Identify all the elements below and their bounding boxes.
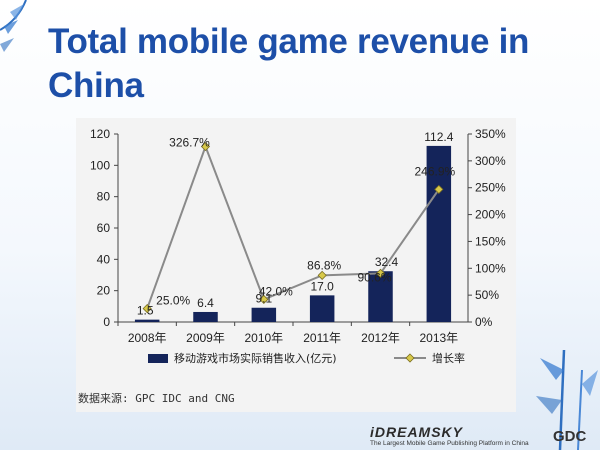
y2-tick-label: 0% xyxy=(475,315,493,329)
revenue-bar xyxy=(251,307,277,322)
bar-value-label: 9.1 xyxy=(255,292,272,306)
bamboo-decoration-top-left xyxy=(0,0,27,52)
y2-tick-label: 300% xyxy=(475,154,506,168)
x-tick-label: 2008年 xyxy=(128,331,167,345)
x-tick-label: 2012年 xyxy=(361,331,400,345)
growth-rate-marker xyxy=(142,304,152,314)
legend-bar-label: 移动游戏市场实际销售收入(亿元) xyxy=(174,351,337,365)
y2-tick-label: 200% xyxy=(475,208,506,222)
revenue-bar xyxy=(426,145,452,322)
brand-tagline: The Largest Mobile Game Publishing Platf… xyxy=(370,440,529,447)
brand-logo: iDREAMSKY xyxy=(370,424,464,440)
growth-value-label: 42.0% xyxy=(259,284,293,298)
growth-value-label: 90.6% xyxy=(357,270,391,284)
growth-rate-line xyxy=(146,143,440,309)
revenue-bar xyxy=(309,295,335,322)
y-tick-label: 0 xyxy=(103,315,110,329)
y2-tick-label: 250% xyxy=(475,181,506,195)
y-tick-label: 120 xyxy=(90,127,110,141)
revenue-bar xyxy=(368,271,393,322)
legend-bar-swatch xyxy=(148,354,168,363)
y-tick-label: 100 xyxy=(90,158,110,172)
y2-tick-label: 100% xyxy=(475,261,506,275)
x-tick-label: 2013年 xyxy=(419,331,458,345)
gdc-logo: GDC xyxy=(553,428,587,445)
growth-value-label: 86.8% xyxy=(307,258,341,272)
y-tick-label: 40 xyxy=(97,252,111,266)
source-note: 数据来源: GPC IDC and CNG xyxy=(78,392,235,405)
y2-tick-label: 150% xyxy=(475,234,506,248)
growth-rate-marker xyxy=(259,294,269,305)
bar-value-label: 17.0 xyxy=(310,279,334,293)
revenue-growth-chart: 0 20 40 60 80 100 120 0% 50% 100% 150% 200% 250% 300%… xyxy=(90,127,506,365)
growth-rate-marker xyxy=(317,270,327,280)
revenue-bar xyxy=(134,319,160,322)
bar-value-label: 32.4 xyxy=(375,255,399,269)
growth-rate-marker xyxy=(434,184,444,194)
slide-title: Total mobile game revenue in China xyxy=(48,22,530,105)
y-tick-label: 60 xyxy=(97,221,111,235)
x-tick-label: 2010年 xyxy=(244,331,283,345)
y2-tick-label: 350% xyxy=(475,127,506,141)
growth-rate-marker xyxy=(375,268,386,278)
y-tick-label: 80 xyxy=(97,190,111,204)
bamboo-decoration-bottom-right xyxy=(536,349,598,450)
legend-line-marker xyxy=(405,353,415,363)
legend-line-label: 增长率 xyxy=(432,351,465,365)
bar-value-label: 112.4 xyxy=(424,130,453,144)
bar-value-label: 6.4 xyxy=(197,296,214,310)
y-tick-label: 20 xyxy=(97,284,111,298)
growth-rate-marker xyxy=(200,141,211,152)
bar-value-label: 1.5 xyxy=(137,304,154,318)
x-tick-label: 2011年 xyxy=(303,331,341,345)
y2-tick-label: 50% xyxy=(475,288,499,302)
chart-panel: 0 20 40 60 80 100 120 0% 50% 100% 150% 200% 250% 300%… xyxy=(76,118,516,412)
growth-value-label: 326.7% xyxy=(169,136,210,150)
revenue-bar xyxy=(193,311,218,322)
growth-value-label: 246.9% xyxy=(414,164,455,178)
x-tick-label: 2009年 xyxy=(186,331,225,345)
growth-value-label: 25.0% xyxy=(156,294,190,308)
